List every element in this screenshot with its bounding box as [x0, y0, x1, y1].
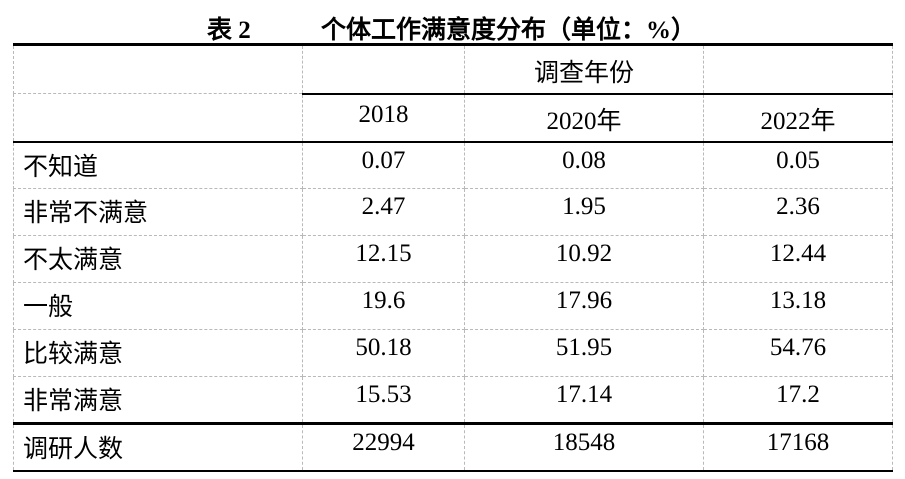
- cell-value: 17.14: [464, 376, 704, 425]
- table-title: 个体工作满意度分布（单位：%）: [321, 17, 697, 44]
- table-caption: 表 2 个体工作满意度分布（单位：%）: [0, 0, 905, 44]
- cell-value: 1.95: [464, 188, 704, 236]
- header-row-group: 调查年份: [13, 43, 893, 95]
- cell-value: 12.44: [703, 235, 893, 283]
- row-label: 调研人数: [13, 423, 303, 472]
- table-row: 不知道 0.07 0.08 0.05: [13, 141, 893, 189]
- col-header-2018: 2018: [302, 93, 465, 143]
- cell-value: 17168: [703, 423, 893, 472]
- table-row: 比较满意 50.18 51.95 54.76: [13, 329, 893, 377]
- cell-value: 17.2: [703, 376, 893, 425]
- col-header-2022: 2022年: [703, 93, 893, 143]
- cell-value: 15.53: [302, 376, 465, 425]
- cell-value: 13.18: [703, 282, 893, 330]
- col-header-2020: 2020年: [464, 93, 704, 143]
- cell-value: 0.08: [464, 141, 704, 189]
- cell-value: 22994: [302, 423, 465, 472]
- cell-value: 0.07: [302, 141, 465, 189]
- cell-value: 0.05: [703, 141, 893, 189]
- table-footer-row: 调研人数 22994 18548 17168: [13, 423, 893, 472]
- row-label: 非常满意: [13, 376, 303, 425]
- row-label: 不太满意: [13, 235, 303, 283]
- cell-value: 10.92: [464, 235, 704, 283]
- empty-header-cell: [302, 43, 465, 95]
- cell-value: 50.18: [302, 329, 465, 377]
- row-label: 比较满意: [13, 329, 303, 377]
- table-number: 表 2: [207, 17, 251, 44]
- row-label: 非常不满意: [13, 188, 303, 236]
- table-row: 一般 19.6 17.96 13.18: [13, 282, 893, 330]
- empty-header-cell: [13, 93, 303, 143]
- cell-value: 12.15: [302, 235, 465, 283]
- empty-header-cell: [13, 43, 303, 94]
- cell-value: 19.6: [302, 282, 465, 330]
- cell-value: 18548: [464, 423, 704, 472]
- row-label: 不知道: [13, 141, 303, 189]
- cell-value: 17.96: [464, 282, 704, 330]
- table-row: 非常不满意 2.47 1.95 2.36: [13, 188, 893, 236]
- group-header-label: 调查年份: [464, 43, 704, 95]
- cell-value: 2.47: [302, 188, 465, 236]
- cell-value: 54.76: [703, 329, 893, 377]
- table-row: 不太满意 12.15 10.92 12.44: [13, 235, 893, 283]
- row-label: 一般: [13, 282, 303, 330]
- cell-value: 51.95: [464, 329, 704, 377]
- satisfaction-table: 调查年份 2018 2020年 2022年 不知道 0.07 0.08 0.05…: [13, 43, 893, 472]
- header-row-years: 2018 2020年 2022年: [13, 93, 893, 143]
- empty-header-cell: [703, 43, 893, 95]
- cell-value: 2.36: [703, 188, 893, 236]
- table-row: 非常满意 15.53 17.14 17.2: [13, 376, 893, 425]
